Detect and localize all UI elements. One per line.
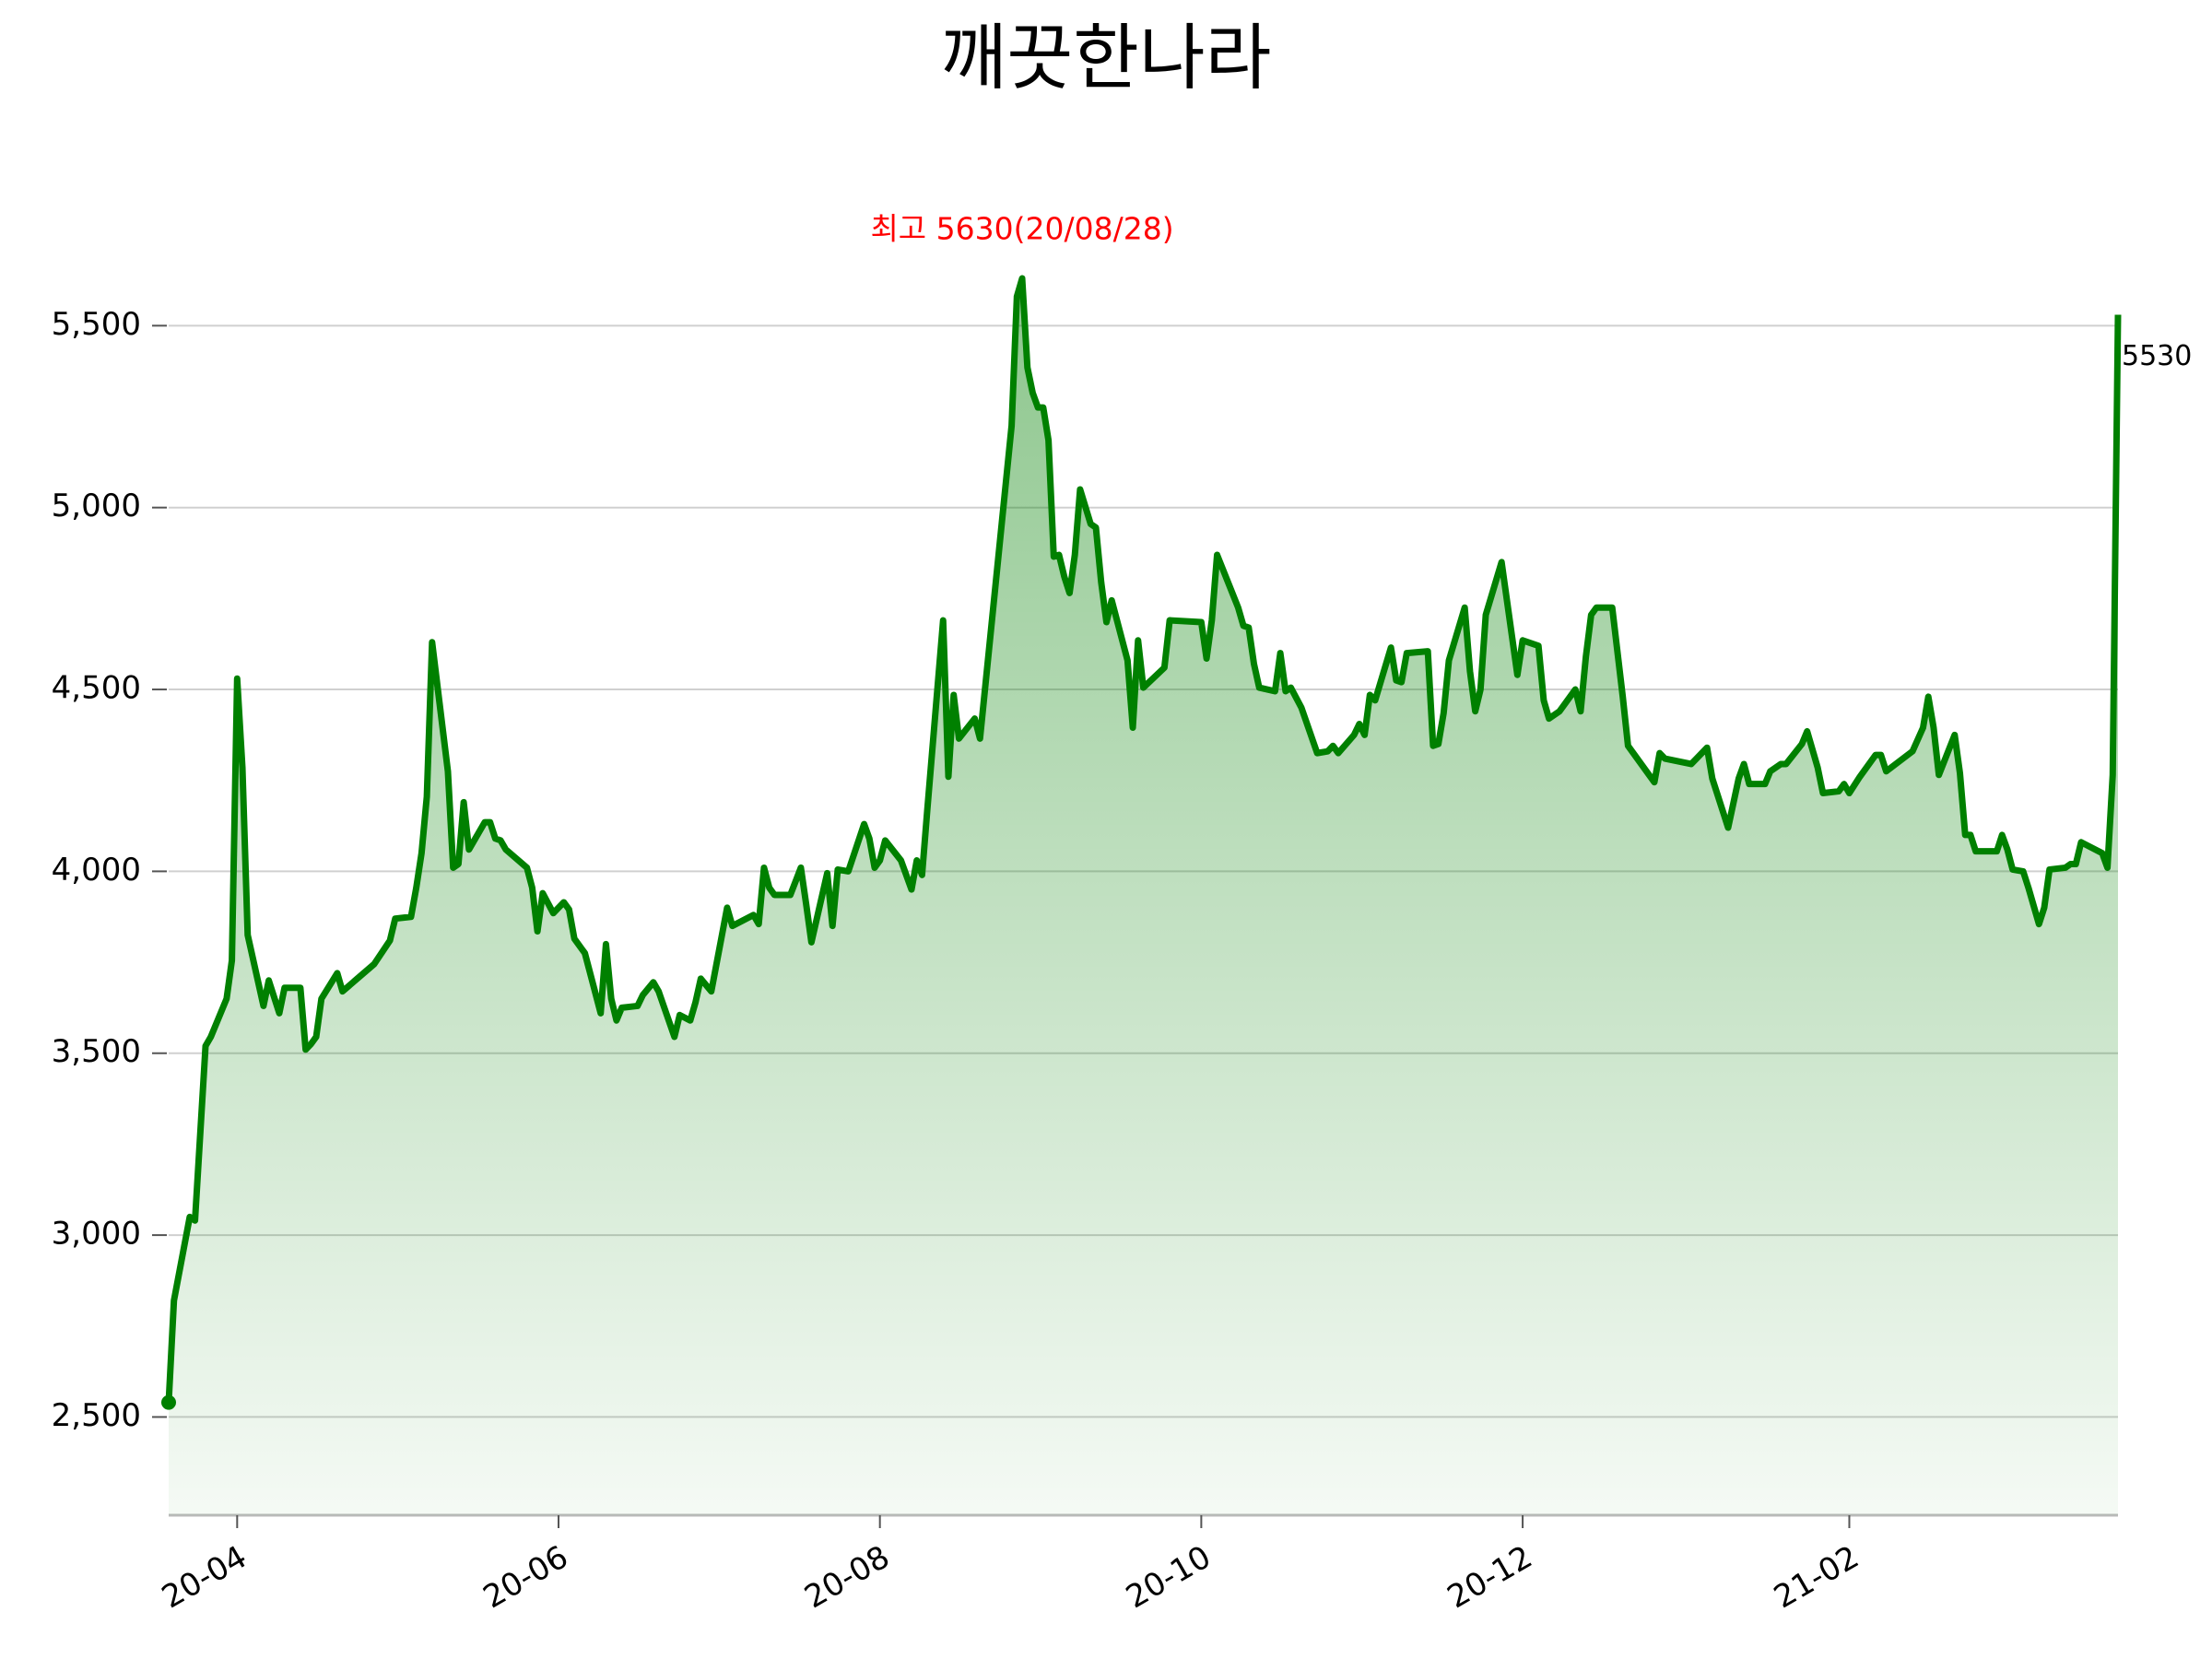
area bbox=[169, 278, 2118, 1515]
x-tick-label: 20-10 bbox=[1120, 1538, 1218, 1616]
max-annotation: 최고 5630(20/08/28) bbox=[870, 211, 1173, 247]
y-tick-label: 2,500 bbox=[52, 1397, 141, 1434]
start-point bbox=[161, 1394, 176, 1410]
y-tick-label: 5,500 bbox=[52, 306, 141, 343]
x-tick-label: 20-08 bbox=[798, 1538, 896, 1616]
x-tick-label: 21-02 bbox=[1768, 1538, 1865, 1616]
x-tick-label: 20-06 bbox=[477, 1538, 575, 1616]
line bbox=[165, 275, 2122, 1403]
x-tick-label: 20-04 bbox=[156, 1538, 253, 1616]
chart-title: 깨끗한나라 bbox=[941, 17, 1272, 100]
y-tick-label: 5,000 bbox=[52, 488, 141, 524]
y-tick-label: 4,000 bbox=[52, 852, 141, 888]
y-tick-label: 4,500 bbox=[52, 670, 141, 707]
x-tick-label: 20-12 bbox=[1441, 1538, 1539, 1616]
y-tick-label: 3,000 bbox=[52, 1216, 141, 1253]
y-tick-label: 3,500 bbox=[52, 1033, 141, 1070]
last-annotation: 5530 bbox=[2122, 340, 2192, 372]
